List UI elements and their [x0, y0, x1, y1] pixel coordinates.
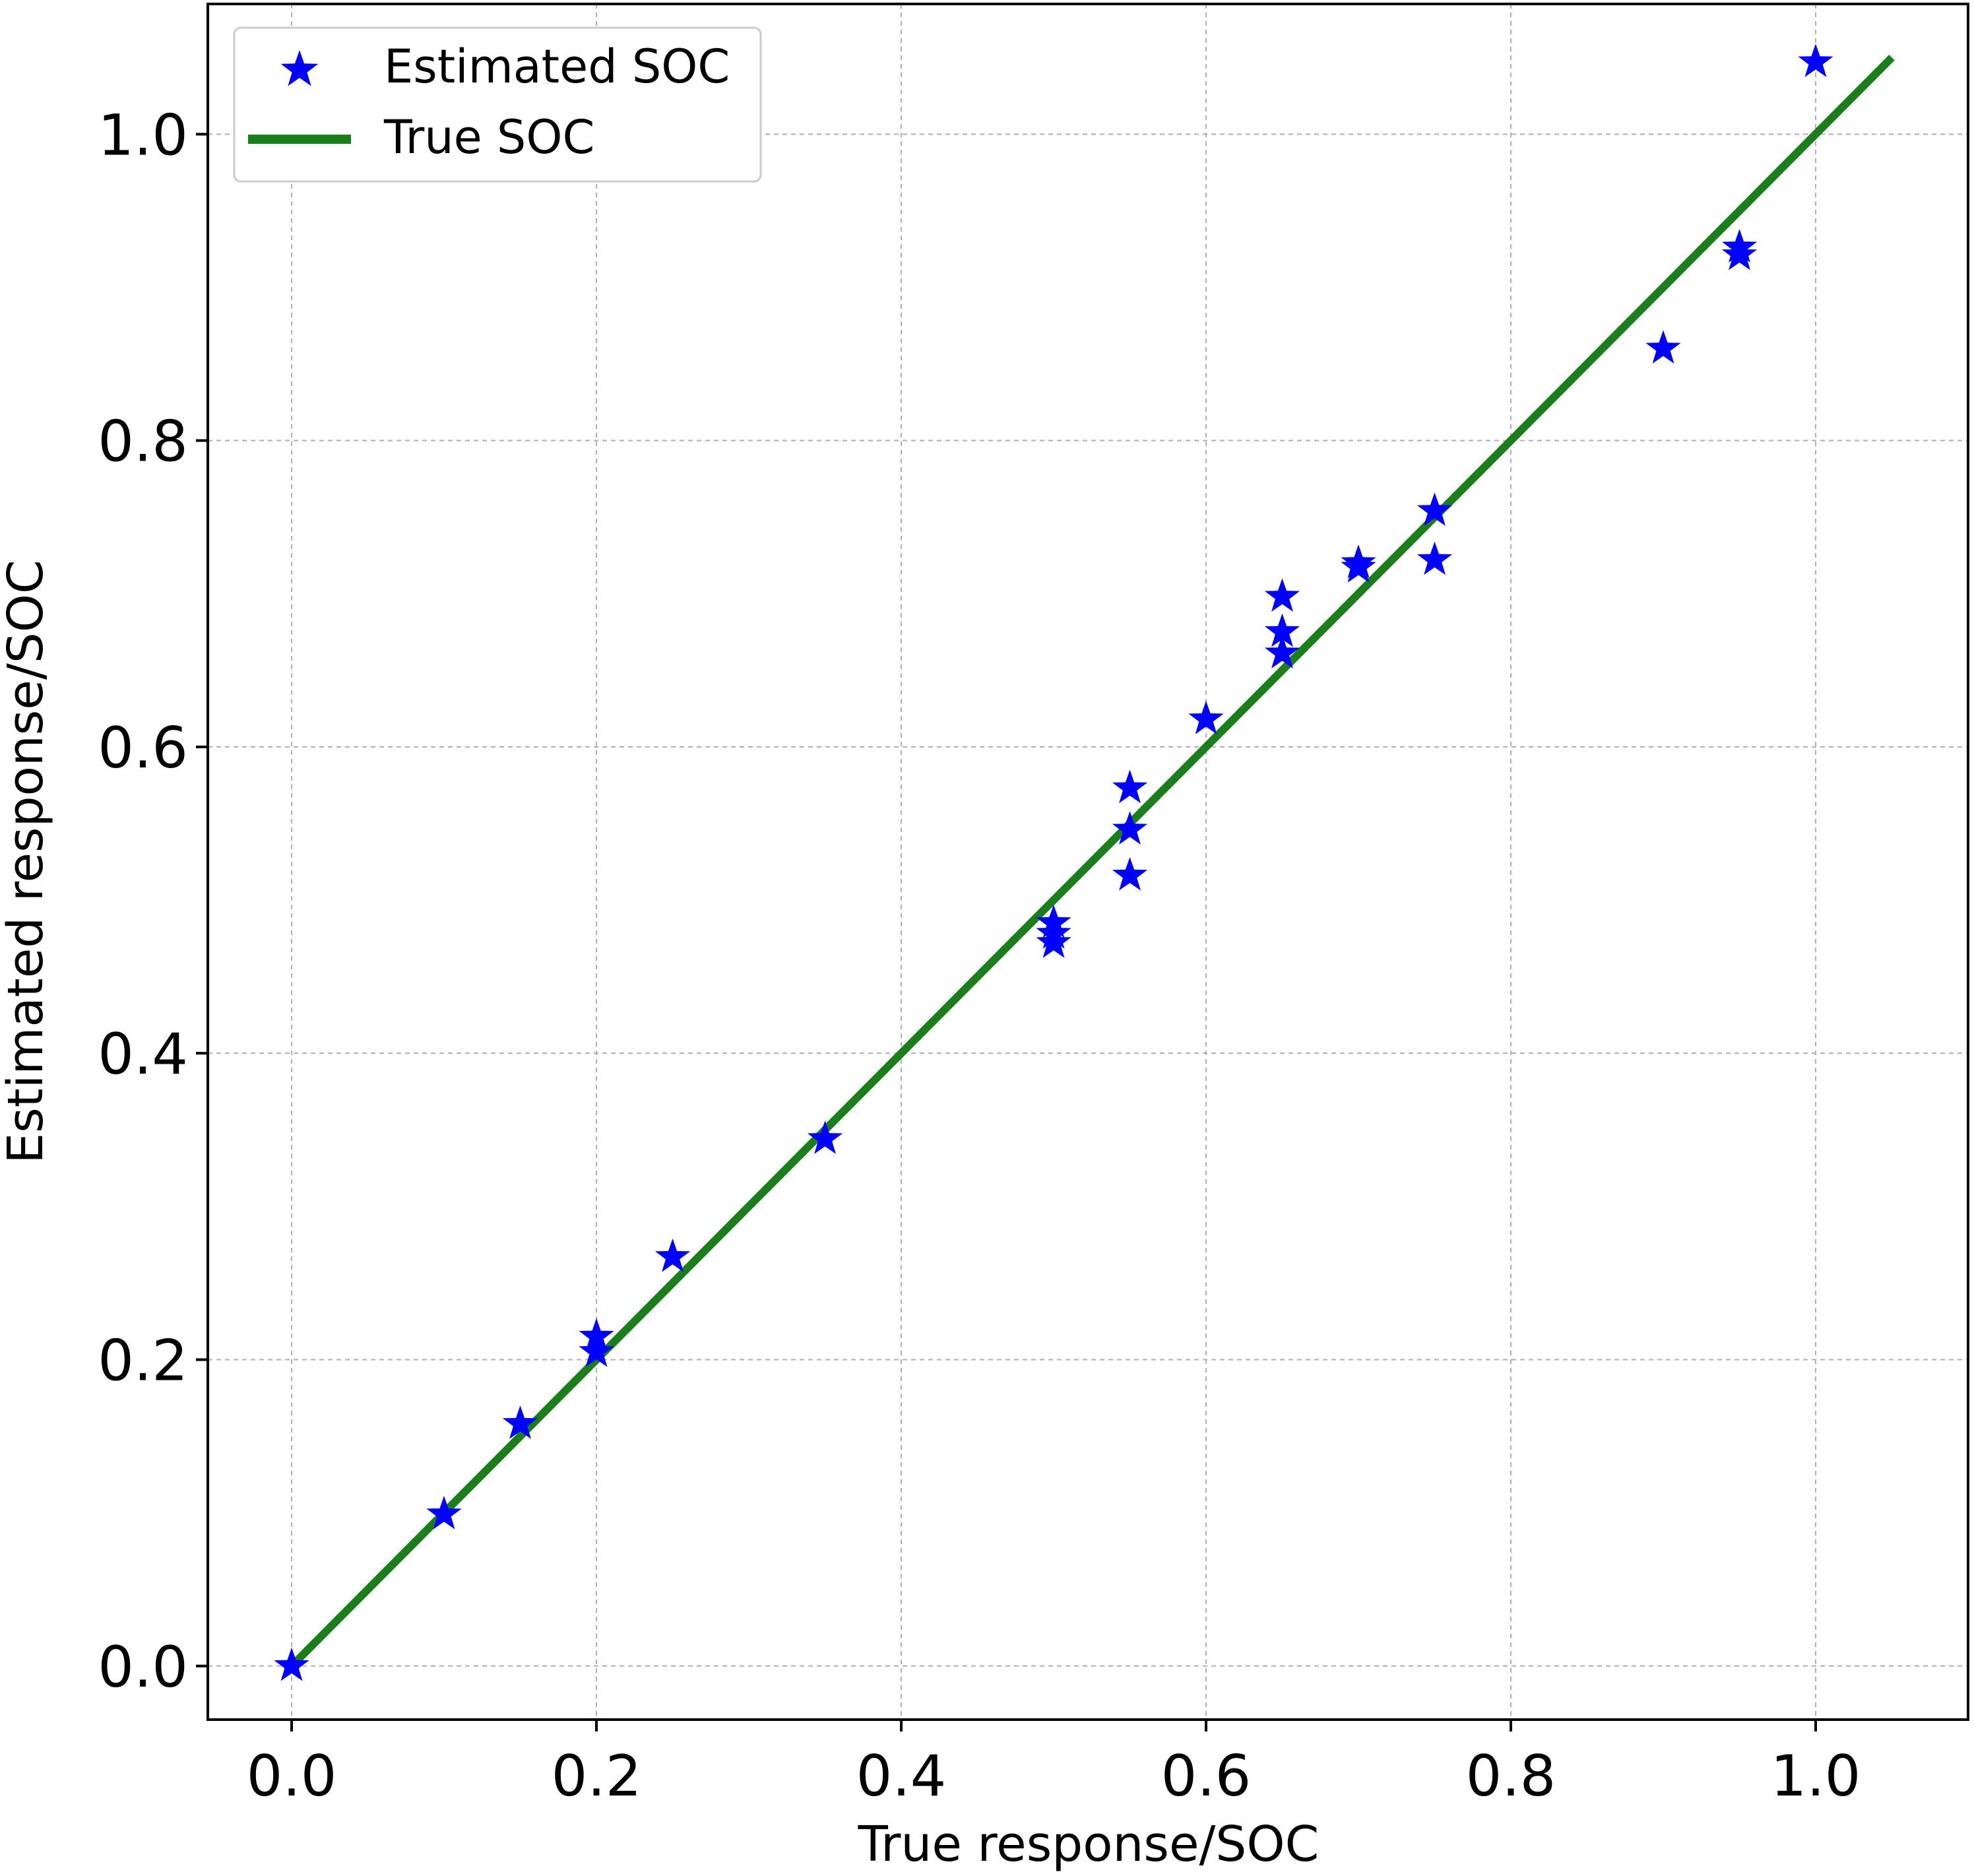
y-tick-label: 0.6 [98, 715, 188, 781]
estimated-soc-point [579, 1318, 614, 1352]
legend: Estimated SOC True SOC [233, 26, 762, 183]
estimated-soc-point [1036, 915, 1071, 949]
legend-star-icon [280, 50, 319, 86]
y-tick-label: 0.0 [98, 1634, 188, 1700]
estimated-soc-point [1036, 904, 1071, 938]
y-axis-ticks: 0.0 0.2 0.4 0.6 0.8 1.0 [98, 102, 208, 1700]
estimated-soc-point [502, 1406, 538, 1439]
y-tick-label: 0.4 [98, 1021, 188, 1087]
y-tick-label: 0.2 [98, 1328, 188, 1394]
estimated-soc-point [1112, 811, 1148, 845]
y-tick-label: 0.8 [98, 409, 188, 475]
true-soc-line [288, 54, 1895, 1669]
x-tick-label: 0.6 [1161, 1743, 1252, 1809]
estimated-soc-point [1112, 857, 1148, 891]
estimated-soc-point [1721, 229, 1758, 263]
estimated-soc-point [274, 1647, 309, 1681]
legend-label-estimated: Estimated SOC [384, 40, 730, 94]
estimated-soc-point [1112, 769, 1148, 804]
estimated-soc-point [807, 1120, 843, 1154]
x-tick-label: 0.0 [247, 1743, 337, 1809]
x-axis-ticks: 0.0 0.2 0.4 0.6 0.8 1.0 [247, 1720, 1861, 1809]
estimated-soc-point [1417, 541, 1453, 575]
estimated-soc-point [1798, 44, 1833, 77]
estimated-soc-point [1264, 613, 1300, 647]
x-tick-label: 1.0 [1771, 1743, 1861, 1809]
grid [208, 4, 1968, 1720]
estimated-soc-point [1341, 544, 1376, 578]
legend-box [233, 26, 762, 183]
estimated-soc-point [1264, 635, 1300, 668]
plot-frame [207, 3, 1969, 1721]
y-axis-label: Estimated response/SOC [0, 560, 54, 1163]
estimated-soc-point [1036, 924, 1071, 958]
estimated-soc-point [1645, 330, 1681, 364]
x-axis-label: True response/SOC [858, 1816, 1320, 1873]
line-layer [288, 54, 1895, 1669]
legend-label-true: True SOC [383, 110, 594, 164]
estimated-soc-point [426, 1495, 462, 1530]
point-layer [274, 44, 1833, 1681]
x-tick-label: 0.8 [1466, 1743, 1556, 1809]
estimated-soc-point [579, 1333, 614, 1367]
estimated-soc-point [654, 1238, 691, 1272]
y-tick-label: 1.0 [98, 102, 188, 168]
estimated-soc-point [1417, 492, 1453, 526]
estimated-soc-point [1188, 701, 1224, 734]
estimated-soc-point [1264, 578, 1300, 612]
x-tick-label: 0.2 [552, 1743, 642, 1809]
x-tick-label: 0.4 [856, 1743, 947, 1809]
